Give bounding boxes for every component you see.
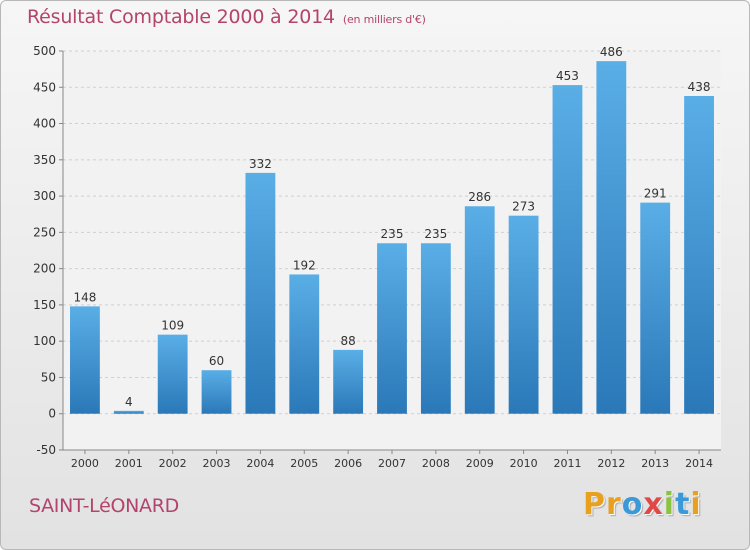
data-label: 453 (556, 69, 579, 83)
data-label: 486 (600, 45, 623, 59)
x-tick-label: 2006 (334, 457, 362, 470)
data-label: 88 (340, 334, 355, 348)
bar (377, 243, 407, 414)
data-label: 109 (161, 319, 184, 333)
data-label: 273 (512, 200, 535, 214)
x-tick-label: 2002 (159, 457, 187, 470)
data-label: 4 (125, 395, 133, 409)
x-tick-label: 2010 (510, 457, 538, 470)
x-tick-label: 2000 (71, 457, 99, 470)
bar (157, 334, 188, 414)
logo-letter: P (583, 487, 606, 522)
bar (596, 61, 627, 414)
x-tick-label: 2011 (553, 457, 581, 470)
y-tick-label: 500 (33, 44, 56, 58)
bar (245, 172, 276, 414)
data-label: 192 (293, 258, 316, 272)
logo-letter: x (643, 487, 664, 522)
logo-letter: i (663, 487, 676, 522)
chart-title-text: Résultat Comptable 2000 à 2014 (27, 6, 335, 28)
x-tick-label: 2013 (641, 457, 669, 470)
bar (508, 215, 539, 414)
bar (333, 349, 364, 414)
chart-title: Résultat Comptable 2000 à 2014 (en millie… (27, 6, 426, 28)
logo-letter: r (606, 487, 622, 522)
x-tick-label: 2009 (466, 457, 494, 470)
logo-letter: o (621, 487, 644, 522)
bar (640, 202, 671, 414)
town-name: SAINT-LéONARD (29, 495, 179, 517)
x-tick-label: 2003 (203, 457, 231, 470)
data-label: 332 (249, 157, 272, 171)
bar (464, 206, 495, 414)
y-tick-label: 100 (33, 334, 56, 348)
y-tick-label: 0 (48, 407, 56, 421)
bar (70, 306, 100, 414)
chart-subtitle: (en milliers d'€) (342, 13, 426, 26)
x-tick-label: 2005 (290, 457, 318, 470)
x-tick-label: 2001 (115, 457, 143, 470)
x-tick-label: 2007 (378, 457, 406, 470)
bar (552, 85, 583, 414)
y-tick-label: 250 (33, 225, 56, 239)
bar (684, 95, 714, 414)
bar (420, 243, 451, 414)
y-tick-label: 450 (33, 80, 56, 94)
bar (201, 370, 232, 414)
y-tick-label: -50 (36, 443, 56, 457)
data-label: 235 (424, 227, 447, 241)
bar (113, 410, 144, 414)
x-tick-label: 2004 (246, 457, 274, 470)
y-tick-label: 50 (41, 370, 56, 384)
x-tick-label: 2012 (597, 457, 625, 470)
x-tick-label: 2008 (422, 457, 450, 470)
logo-letter: t (675, 487, 691, 522)
logo-letter: i (690, 487, 702, 522)
data-label: 286 (468, 190, 491, 204)
x-tick-label: 2014 (685, 457, 713, 470)
data-label: 148 (73, 290, 96, 304)
data-label: 235 (381, 227, 404, 241)
y-tick-label: 200 (33, 262, 56, 276)
bar (289, 274, 320, 414)
y-tick-label: 150 (33, 298, 56, 312)
data-label: 438 (688, 80, 711, 94)
y-tick-label: 300 (33, 189, 56, 203)
y-tick-label: 350 (33, 153, 56, 167)
data-label: 60 (209, 354, 224, 368)
y-tick-label: 400 (33, 117, 56, 131)
proxiti-logo: Proxiti (583, 487, 702, 522)
data-label: 291 (644, 187, 667, 201)
